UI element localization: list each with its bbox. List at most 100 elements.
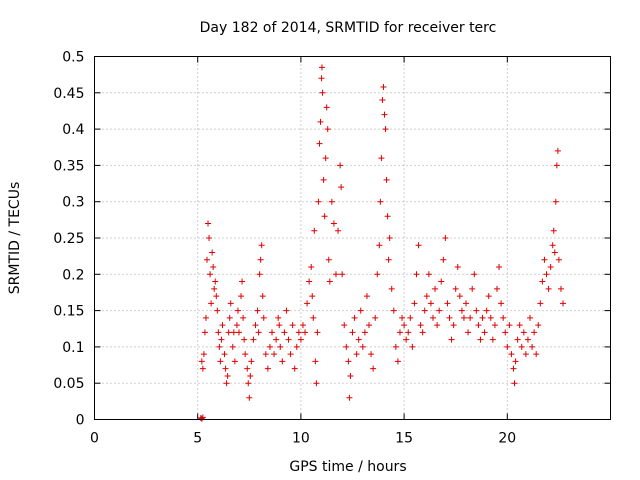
data-point: [392, 343, 399, 350]
data-point: [473, 307, 480, 314]
data-point: [200, 351, 207, 358]
data-point: [209, 249, 216, 256]
data-point: [231, 358, 238, 365]
data-point: [370, 365, 377, 372]
data-point: [256, 271, 263, 278]
data-point: [417, 322, 424, 329]
data-point: [250, 336, 257, 343]
data-point: [429, 314, 436, 321]
data-point: [407, 314, 414, 321]
data-point: [328, 198, 335, 205]
chart-title: Day 182 of 2014, SRMTID for receiver ter…: [200, 20, 497, 36]
y-tick-label: 0.25: [53, 231, 84, 247]
data-point: [339, 271, 346, 278]
data-point: [225, 329, 232, 336]
data-point: [498, 300, 505, 307]
data-point: [557, 285, 564, 292]
data-point: [496, 264, 503, 271]
data-point: [421, 307, 428, 314]
data-point: [324, 126, 331, 133]
data-point: [383, 176, 390, 183]
y-tick-label: 0.4: [62, 122, 84, 138]
data-point: [481, 329, 488, 336]
y-tick-label: 0.45: [53, 86, 84, 102]
data-point: [234, 307, 241, 314]
data-point: [543, 271, 550, 278]
data-point: [299, 322, 306, 329]
x-axis-label: GPS time / hours: [289, 459, 406, 475]
data-point: [527, 314, 534, 321]
data-point: [394, 358, 401, 365]
data-point: [374, 271, 381, 278]
data-point: [211, 285, 218, 292]
data-point: [411, 300, 418, 307]
data-point: [233, 322, 240, 329]
y-tick-label: 0.3: [62, 195, 84, 211]
data-point: [227, 300, 234, 307]
data-point: [255, 329, 262, 336]
data-point: [452, 285, 459, 292]
data-point: [554, 147, 561, 154]
data-point: [293, 343, 300, 350]
data-point: [316, 140, 323, 147]
data-point: [315, 198, 322, 205]
data-point: [541, 256, 548, 263]
data-point: [535, 322, 542, 329]
data-point: [291, 365, 298, 372]
data-point: [208, 300, 215, 307]
data-point: [463, 300, 470, 307]
x-tick-label: 0: [90, 431, 99, 447]
data-point: [446, 314, 453, 321]
data-point: [511, 380, 518, 387]
data-point: [238, 293, 245, 300]
data-point: [198, 415, 205, 422]
data-point: [487, 314, 494, 321]
data-point: [217, 358, 224, 365]
data-point: [506, 322, 513, 329]
data-point: [419, 329, 426, 336]
data-point: [235, 329, 242, 336]
y-tick-label: 0.5: [62, 50, 84, 66]
data-point: [415, 242, 422, 249]
grid: [94, 56, 611, 420]
data-point: [518, 343, 525, 350]
data-point: [545, 285, 552, 292]
data-point: [434, 322, 441, 329]
data-point: [260, 314, 267, 321]
y-axis-label: SRMTID / TECUs: [7, 182, 23, 295]
data-point: [262, 351, 269, 358]
data-point: [550, 227, 557, 234]
data-point: [485, 293, 492, 300]
data-point: [471, 271, 478, 278]
data-point: [551, 249, 558, 256]
data-point: [318, 75, 325, 82]
data-point: [259, 293, 266, 300]
data-point: [210, 264, 217, 271]
data-point: [436, 307, 443, 314]
data-point: [376, 242, 383, 249]
data-point: [207, 271, 214, 278]
data-point: [306, 278, 313, 285]
y-tick-label: 0.15: [53, 304, 84, 320]
data-point: [489, 336, 496, 343]
x-tick-label: 20: [498, 431, 516, 447]
data-point: [202, 314, 209, 321]
data-point: [312, 358, 319, 365]
data-point: [351, 314, 358, 321]
data-point: [221, 351, 228, 358]
data-point: [277, 343, 284, 350]
data-point: [199, 365, 206, 372]
y-tick-label: 0.05: [53, 376, 84, 392]
data-point: [399, 314, 406, 321]
data-point: [224, 372, 231, 379]
data-point: [269, 329, 276, 336]
data-point: [438, 278, 445, 285]
data-point: [214, 307, 221, 314]
data-point: [239, 278, 246, 285]
data-point: [388, 285, 395, 292]
data-point: [242, 351, 249, 358]
data-point: [215, 329, 222, 336]
data-point: [323, 104, 330, 111]
x-tick-label: 15: [395, 431, 413, 447]
data-point: [304, 300, 311, 307]
